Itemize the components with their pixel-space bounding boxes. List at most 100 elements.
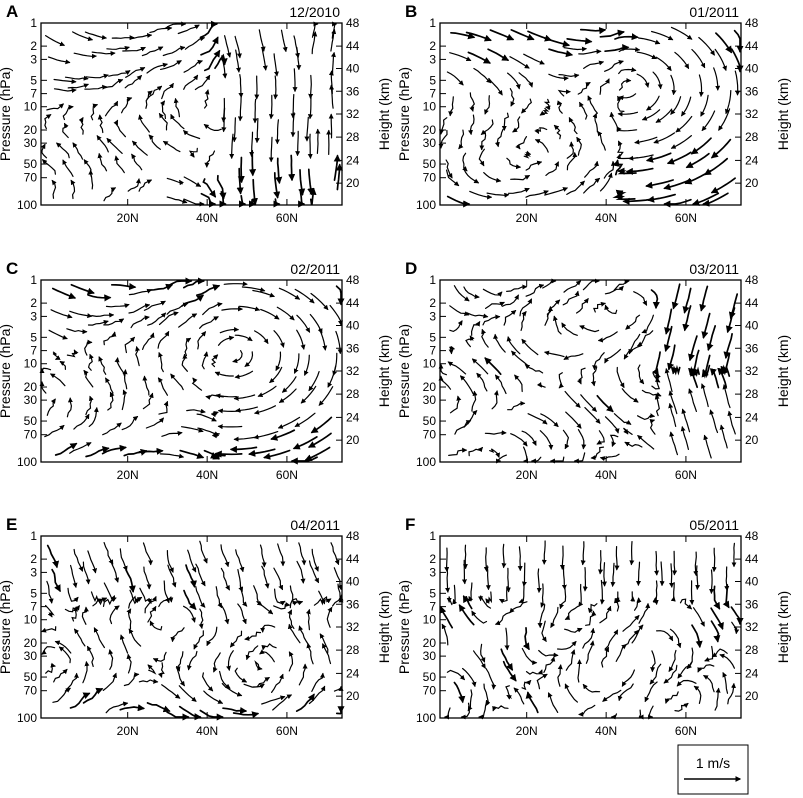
- lat-tick-label: 20N: [117, 724, 139, 738]
- streamline-arrow: [650, 650, 656, 673]
- streamline-arrow: [525, 691, 539, 714]
- streamline-arrow: [668, 649, 677, 672]
- streamline-arrow: [333, 567, 343, 591]
- streamline-arrow: [239, 584, 248, 607]
- streamline-arrow: [695, 565, 701, 591]
- streamline-arrow: [185, 564, 198, 588]
- streamline-arrow: [578, 583, 584, 608]
- streamline-arrow: [563, 46, 588, 52]
- streamline-arrow: [638, 602, 651, 624]
- streamline-arrow: [728, 293, 739, 320]
- streamline-arrow: [536, 568, 542, 594]
- streamline-arrow: [315, 128, 321, 154]
- pressure-tick-label: 10: [24, 613, 38, 627]
- streamline-arrow: [161, 430, 183, 437]
- streamline-arrow: [181, 353, 188, 372]
- height-tick-label: 40: [346, 319, 360, 333]
- streamline-arrow: [85, 73, 109, 79]
- streamline-arrow: [647, 705, 654, 720]
- streamline-arrow: [448, 96, 454, 117]
- streamline-arrow: [39, 381, 47, 394]
- height-tick-label: 20: [346, 176, 360, 190]
- streamline-arrow: [160, 60, 182, 70]
- lat-tick-label: 60N: [675, 724, 697, 738]
- streamline-arrow: [103, 582, 115, 602]
- height-tick-label: 24: [745, 410, 759, 424]
- streamline-arrow: [330, 51, 336, 76]
- streamline-arrow: [311, 548, 319, 572]
- streamline-arrow: [469, 92, 475, 112]
- streamline-arrow: [582, 278, 600, 291]
- streamline-arrow: [616, 126, 638, 132]
- streamline-arrow: [97, 114, 104, 134]
- panel-b-ylabel-left: Pressure (hPa): [396, 67, 412, 161]
- streamline-arrow: [335, 163, 344, 191]
- streamline-arrow: [178, 313, 198, 328]
- streamline-arrow: [273, 171, 281, 199]
- streamline-arrow: [592, 112, 598, 133]
- streamline-arrow: [699, 285, 709, 312]
- streamline-arrow: [135, 346, 141, 367]
- streamline-arrow: [204, 150, 216, 168]
- streamline-arrow: [473, 67, 492, 84]
- streamline-arrow: [128, 595, 141, 609]
- streamline-arrow: [210, 411, 219, 418]
- panel-a-ylabel-left: Pressure (hPa): [0, 67, 13, 161]
- streamline-arrow: [700, 94, 709, 117]
- streamline-arrow: [649, 663, 662, 685]
- pressure-tick-label: 20: [24, 380, 38, 394]
- streamline-arrow: [462, 667, 477, 688]
- streamline-arrow: [114, 155, 125, 174]
- streamline-arrow: [556, 100, 563, 114]
- streamline-arrow: [438, 375, 452, 390]
- streamline-arrow: [691, 624, 703, 649]
- streamline-arrow: [684, 170, 711, 185]
- streamline-arrow: [105, 377, 114, 398]
- pressure-tick-label: 70: [423, 171, 437, 185]
- streamline-arrow: [449, 52, 472, 61]
- streamline-arrow: [691, 48, 706, 69]
- streamline-arrow: [214, 53, 228, 70]
- streamline-arrow: [653, 132, 676, 144]
- height-tick-label: 36: [745, 341, 759, 355]
- streamline-arrow: [273, 53, 279, 77]
- streamline-arrow: [159, 100, 166, 120]
- streamline-arrow: [216, 174, 227, 200]
- streamline-arrow: [254, 330, 269, 345]
- pressure-tick-label: 100: [416, 455, 436, 469]
- pressure-tick-label: 10: [423, 357, 437, 371]
- streamline-arrow: [276, 306, 295, 321]
- streamline-arrow: [515, 136, 528, 150]
- streamline-arrow: [614, 33, 639, 41]
- streamline-arrow: [215, 393, 237, 399]
- streamline-arrow: [600, 646, 609, 668]
- pressure-tick-label: 30: [423, 393, 437, 407]
- streamline-arrow: [511, 350, 529, 366]
- streamline-arrow: [296, 46, 302, 71]
- streamline-arrow: [634, 136, 658, 145]
- streamline-arrow: [309, 187, 317, 205]
- streamline-arrow: [221, 683, 243, 697]
- reference-vector-box: [677, 744, 749, 795]
- panel-f-ylabel-left: Pressure (hPa): [396, 580, 412, 674]
- streamline-arrow: [221, 107, 227, 133]
- lat-tick-label: 40N: [595, 468, 617, 482]
- streamline-arrow: [201, 672, 214, 692]
- panel-b-ylabel-right: Height (km): [775, 78, 791, 150]
- streamline-arrow: [203, 49, 221, 72]
- height-tick-label: 24: [346, 153, 360, 167]
- streamline-arrow: [261, 643, 277, 651]
- streamline-arrow: [590, 446, 605, 461]
- streamline-arrow: [623, 345, 642, 360]
- streamline-arrow: [64, 672, 79, 692]
- streamline-arrow: [88, 406, 99, 427]
- streamline-arrow: [585, 610, 597, 626]
- streamline-arrow: [191, 377, 203, 391]
- streamline-arrow: [521, 338, 539, 356]
- streamline-arrow: [277, 416, 301, 429]
- streamline-arrow: [47, 56, 71, 65]
- streamline-arrow: [462, 152, 468, 172]
